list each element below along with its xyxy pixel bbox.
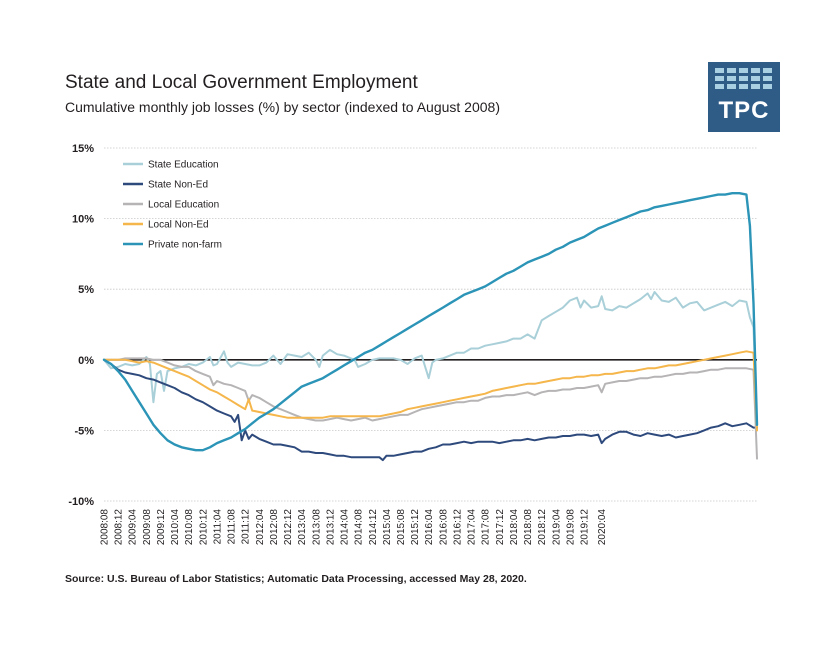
legend-label: State Non-Ed xyxy=(148,180,208,191)
x-tick-label: 2020:04 xyxy=(597,509,608,546)
x-tick-label: 2014:08 xyxy=(354,509,365,546)
x-tick-label: 2008:12 xyxy=(114,509,125,546)
chart-legend: State Education State Non-Ed Local Educati… xyxy=(123,160,222,251)
y-tick-label: -5% xyxy=(74,425,94,437)
legend-label: Private non-farm xyxy=(148,240,222,251)
x-tick-label: 2014:12 xyxy=(368,509,379,546)
series-line-local-education xyxy=(103,357,758,460)
x-tick-label: 2011:04 xyxy=(212,509,223,545)
x-tick-label: 2015:04 xyxy=(382,509,393,546)
x-tick-label: 2018:08 xyxy=(523,509,534,546)
x-tick-label: 2017:08 xyxy=(481,509,492,546)
x-tick-label: 2011:08 xyxy=(227,509,238,545)
x-tick-label: 2019:08 xyxy=(565,509,576,546)
x-tick-label: 2018:04 xyxy=(509,509,520,546)
x-tick-label: 2011:12 xyxy=(241,509,252,545)
x-tick-label: 2018:12 xyxy=(537,509,548,546)
x-tick-label: 2013:08 xyxy=(311,509,322,546)
x-tick-label: 2010:12 xyxy=(198,509,209,546)
chart-series xyxy=(102,192,759,462)
x-tick-label: 2019:04 xyxy=(551,509,562,546)
x-tick-label: 2012:08 xyxy=(269,509,280,546)
x-tick-label: 2015:12 xyxy=(410,509,421,546)
x-tick-label: 2016:08 xyxy=(438,509,449,546)
x-tick-label: 2017:04 xyxy=(467,509,478,546)
x-tick-label: 2014:04 xyxy=(340,509,351,546)
logo-text: TPC xyxy=(718,97,770,124)
x-tick-label: 2012:04 xyxy=(255,509,266,546)
legend-label: Local Non-Ed xyxy=(148,220,209,231)
x-tick-label: 2019:12 xyxy=(580,509,591,546)
series-line-local-non-ed xyxy=(103,350,758,432)
y-tick-label: 0% xyxy=(78,355,94,367)
series-line-state-education xyxy=(103,291,758,430)
x-tick-label: 2009:04 xyxy=(128,509,139,546)
x-tick-label: 2016:04 xyxy=(424,509,435,546)
chart-title: State and Local Government Employment xyxy=(65,72,418,93)
logo-grid-icon xyxy=(715,68,772,89)
x-tick-label: 2009:12 xyxy=(156,509,167,546)
x-axis-ticks: 2008:08 2008:12 2009:04 2009:08 2009:12 2010:… xyxy=(100,509,609,546)
x-tick-label: 2012:12 xyxy=(283,509,294,546)
x-tick-label: 2017:12 xyxy=(495,509,506,546)
y-tick-label: 5% xyxy=(78,284,94,296)
chart-subtitle: Cumulative monthly job losses (%) by sec… xyxy=(65,99,500,115)
legend-label: State Education xyxy=(148,160,219,171)
x-tick-label: 2010:08 xyxy=(184,509,195,546)
y-tick-label: 15% xyxy=(72,143,94,155)
x-tick-label: 2013:04 xyxy=(297,509,308,546)
series-line-private-non-farm xyxy=(102,192,759,452)
series-line-state-non-ed xyxy=(103,358,758,462)
y-axis-ticks: -10% -5% 0% 5% 10% 15% xyxy=(68,143,94,508)
y-tick-label: -10% xyxy=(68,496,94,508)
x-tick-label: 2010:04 xyxy=(170,509,181,546)
tpc-logo: TPC xyxy=(708,62,780,132)
x-tick-label: 2016:12 xyxy=(452,509,463,546)
x-tick-label: 2008:08 xyxy=(100,509,111,546)
y-tick-label: 10% xyxy=(72,214,94,226)
chart-grid xyxy=(104,147,757,502)
legend-label: Local Education xyxy=(148,200,219,211)
x-tick-label: 2013:12 xyxy=(325,509,336,546)
x-tick-label: 2015:08 xyxy=(396,509,407,546)
x-tick-label: 2009:08 xyxy=(142,509,153,546)
source-note: Source: U.S. Bureau of Labor Statistics;… xyxy=(65,573,527,585)
